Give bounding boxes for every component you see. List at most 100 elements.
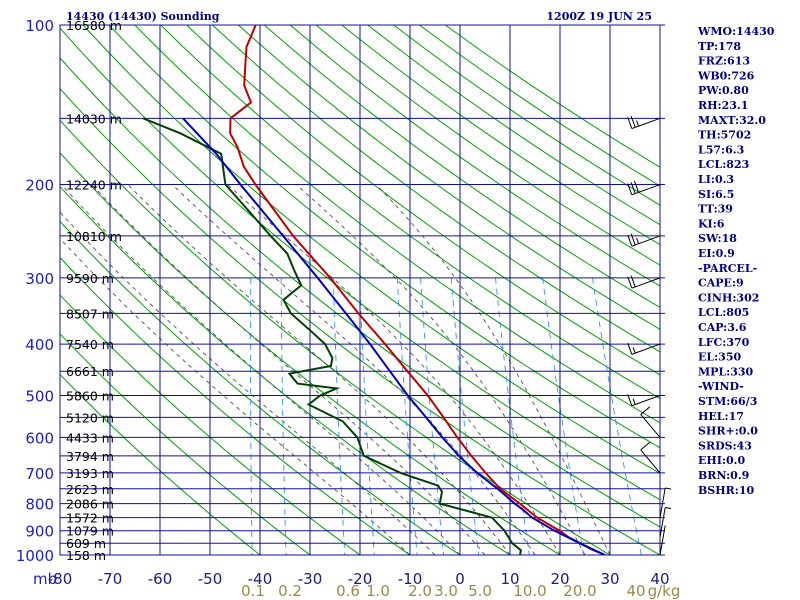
mixing-ratio-label: 0.6 — [336, 582, 360, 600]
index-line: TP:178 — [698, 40, 741, 53]
pressure-tick-label: 100 — [25, 17, 54, 35]
wind-barb — [627, 233, 661, 247]
height-label: 16580 m — [66, 18, 122, 33]
height-label: 609 m — [66, 536, 106, 551]
mixing-ratio-line — [542, 277, 585, 555]
plot-frame — [59, 24, 661, 556]
pressure-tick-label: 600 — [25, 429, 54, 447]
moist-adiabat — [171, 184, 536, 555]
wind-barb — [627, 180, 661, 196]
mixing-ratio-line — [280, 277, 287, 555]
index-line: TH:5702 — [698, 129, 751, 142]
index-line: SW:18 — [698, 232, 737, 245]
moist-adiabat — [91, 184, 486, 555]
index-line: SHR+:0.0 — [698, 425, 758, 438]
index-line: EHI:0.0 — [698, 454, 745, 467]
wind-barb — [640, 441, 661, 474]
index-line: FRZ:613 — [698, 55, 750, 68]
pressure-tick-label: 1000 — [16, 547, 54, 565]
height-label: 4433 m — [66, 430, 114, 445]
mixing-ratio-line — [592, 277, 642, 555]
height-label: 1572 m — [66, 511, 114, 526]
wind-barb — [627, 115, 661, 130]
index-line: PW:0.80 — [698, 84, 749, 97]
mixing-ratio-label: 40 — [626, 582, 645, 600]
index-line: KI:6 — [698, 217, 725, 230]
wind-barb — [659, 507, 672, 538]
index-line: CAPE:9 — [698, 277, 744, 290]
mixing-ratio-label: 2.0 — [408, 582, 432, 600]
pressure-tick-label: 200 — [25, 177, 54, 195]
index-line: EI:0.9 — [698, 247, 735, 260]
mixing-ratio-labels: 0.1 0.2 0.6 1.0 2.0 3.0 5.0 10.0 20.0 40 g/kg — [241, 582, 680, 600]
height-label: 6661 m — [66, 364, 114, 379]
index-line: LFC:370 — [698, 336, 750, 349]
index-line: WB0:726 — [697, 69, 755, 82]
mixing-ratio-label: g/kg — [648, 582, 681, 600]
index-line: CINH:302 — [698, 291, 759, 304]
plot-border — [59, 24, 661, 556]
height-label: 10810 m — [66, 229, 122, 244]
temperature-tick-label: -20 — [348, 570, 373, 588]
mixing-ratio-label: 5.0 — [468, 582, 492, 600]
wind-barb — [640, 406, 661, 438]
moist-adiabat — [127, 184, 511, 555]
wind-barbs — [627, 115, 672, 556]
isobar-lines — [60, 24, 665, 556]
height-labels: 16580 m 14030 m 12240 m 10810 m 9590 m 8507 m… — [66, 18, 122, 563]
index-line: BRN:0.9 — [698, 469, 749, 482]
mixing-ratio-label: 10.0 — [513, 582, 546, 600]
height-label: 12240 m — [66, 178, 122, 193]
index-line: -PARCEL- — [698, 262, 757, 275]
observation-time: 1200Z 19 JUN 25 — [546, 10, 652, 23]
temperature-tick-label: -50 — [198, 570, 223, 588]
height-label: 14030 m — [66, 111, 122, 126]
pressure-tick-label: 700 — [25, 465, 54, 483]
dry-adiabat — [60, 256, 411, 555]
dry-adiabat — [60, 294, 361, 555]
mixing-ratio-label: 1.0 — [366, 582, 390, 600]
height-label: 158 m — [66, 548, 106, 563]
mixing-ratio-label: 0.2 — [278, 582, 302, 600]
wind-barb — [659, 525, 666, 556]
temperature-tick-label: -70 — [98, 570, 123, 588]
height-label: 5860 m — [66, 388, 114, 403]
index-line: WMO:14430 — [697, 25, 775, 38]
pressure-tick-label: 800 — [25, 496, 54, 514]
height-label: 3794 m — [66, 449, 114, 464]
wind-barb — [627, 275, 661, 289]
temperature-tick-labels: -80 -70 -60 -50 -40 -30 -20 -10 0 10 20 30 40 — [48, 570, 670, 588]
index-line: RH:23.1 — [698, 99, 748, 112]
index-line: LCL:823 — [698, 158, 749, 171]
height-label: 1079 m — [66, 524, 114, 539]
pressure-tick-label: 300 — [25, 270, 54, 288]
temperature-tick-label: 20 — [550, 570, 569, 588]
index-line: LI:0.3 — [698, 173, 734, 186]
index-line: BSHR:10 — [698, 484, 754, 497]
height-label: 9590 m — [66, 271, 114, 286]
temperature-tick-label: -60 — [148, 570, 173, 588]
height-label: 8507 m — [66, 306, 114, 321]
pressure-tick-labels: 100 200 300 400 500 600 700 800 900 1000 — [16, 17, 54, 565]
dry-adiabat — [108, 25, 660, 449]
temperature-tick-label: -40 — [248, 570, 273, 588]
mixing-ratio-label: 3.0 — [434, 582, 458, 600]
mixing-ratio-line — [250, 277, 253, 555]
mixing-ratio-line — [332, 277, 346, 555]
mixing-ratio-line — [396, 277, 418, 555]
wind-barb — [627, 342, 661, 355]
temperature-tick-label: 0 — [455, 570, 465, 588]
temperature-profile — [229, 25, 606, 555]
mixing-ratio-line — [359, 277, 375, 555]
height-label: 2086 m — [66, 497, 114, 512]
index-line: SI:6.5 — [698, 188, 734, 201]
station-title: 14430 (14430) Sounding — [66, 10, 220, 23]
pressure-tick-label: 500 — [25, 387, 54, 405]
index-line: LCL:805 — [698, 306, 749, 319]
index-line: EL:350 — [698, 351, 741, 364]
index-line: STM:66/3 — [698, 395, 757, 408]
temperature-tick-label: 40 — [650, 570, 669, 588]
dry-adiabat — [60, 57, 660, 528]
index-line: MAXT:32.0 — [698, 114, 766, 127]
